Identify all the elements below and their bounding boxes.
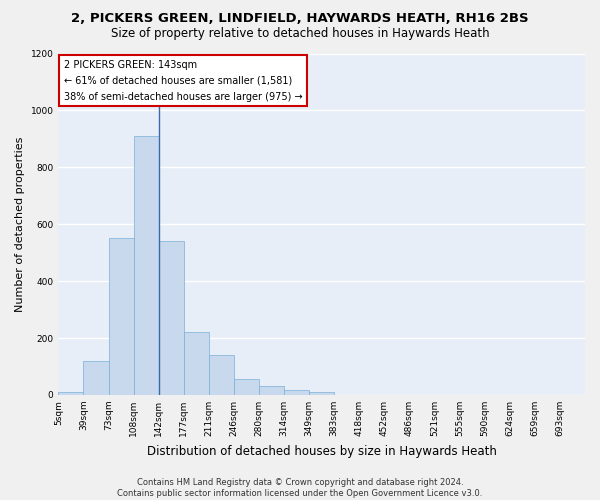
Bar [134, 136, 159, 395]
Bar [209, 355, 234, 395]
Text: 2, PICKERS GREEN, LINDFIELD, HAYWARDS HEATH, RH16 2BS: 2, PICKERS GREEN, LINDFIELD, HAYWARDS HE… [71, 12, 529, 26]
Text: 2 PICKERS GREEN: 143sqm
← 61% of detached houses are smaller (1,581)
38% of semi: 2 PICKERS GREEN: 143sqm ← 61% of detache… [64, 60, 302, 102]
Bar [234, 380, 259, 395]
Bar [309, 392, 334, 395]
Bar [159, 242, 184, 395]
Y-axis label: Number of detached properties: Number of detached properties [15, 136, 25, 312]
Bar [58, 392, 83, 395]
Bar [184, 332, 209, 395]
Text: Size of property relative to detached houses in Haywards Heath: Size of property relative to detached ho… [110, 28, 490, 40]
X-axis label: Distribution of detached houses by size in Haywards Heath: Distribution of detached houses by size … [147, 444, 497, 458]
Text: Contains HM Land Registry data © Crown copyright and database right 2024.
Contai: Contains HM Land Registry data © Crown c… [118, 478, 482, 498]
Bar [109, 238, 134, 395]
Bar [284, 390, 309, 395]
Bar [83, 361, 109, 395]
Bar [259, 386, 284, 395]
